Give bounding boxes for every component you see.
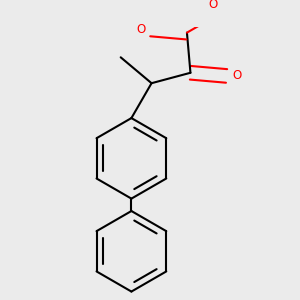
Text: O: O [232, 69, 242, 82]
Text: O: O [208, 0, 218, 11]
Text: O: O [136, 23, 145, 36]
